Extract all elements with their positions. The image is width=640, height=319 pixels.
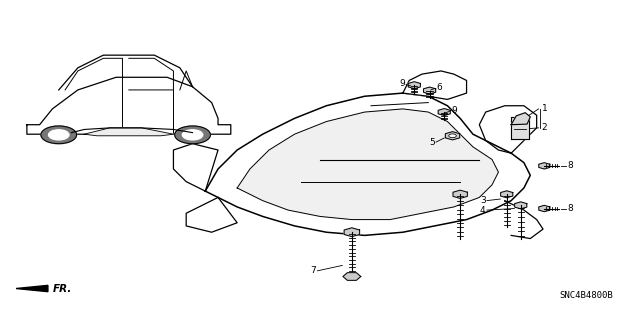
- Polygon shape: [424, 87, 436, 94]
- Polygon shape: [438, 108, 451, 115]
- Text: 6: 6: [436, 83, 442, 92]
- Circle shape: [175, 126, 211, 144]
- Polygon shape: [84, 128, 173, 136]
- Polygon shape: [453, 190, 467, 198]
- Polygon shape: [27, 77, 231, 134]
- Text: 8: 8: [567, 161, 573, 170]
- Text: FR.: FR.: [52, 284, 72, 293]
- Polygon shape: [16, 286, 48, 292]
- Polygon shape: [445, 132, 460, 140]
- Text: 5: 5: [429, 137, 435, 147]
- Polygon shape: [186, 197, 237, 232]
- Polygon shape: [539, 163, 550, 169]
- Polygon shape: [539, 205, 550, 212]
- Polygon shape: [511, 113, 531, 125]
- Text: 4: 4: [480, 206, 486, 215]
- Text: SNC4B4800B: SNC4B4800B: [559, 291, 613, 300]
- Polygon shape: [59, 55, 193, 90]
- Polygon shape: [511, 117, 529, 139]
- Text: 1: 1: [541, 104, 547, 113]
- Polygon shape: [500, 191, 513, 198]
- Text: 9: 9: [451, 106, 457, 115]
- Text: 3: 3: [480, 196, 486, 205]
- Circle shape: [182, 130, 203, 140]
- Text: 7: 7: [310, 266, 316, 275]
- Circle shape: [49, 130, 69, 140]
- Polygon shape: [344, 228, 360, 237]
- Circle shape: [449, 134, 456, 138]
- Polygon shape: [479, 106, 537, 153]
- Polygon shape: [343, 273, 361, 280]
- Text: 9: 9: [399, 79, 404, 88]
- Text: 2: 2: [541, 123, 547, 132]
- Polygon shape: [173, 144, 218, 191]
- Polygon shape: [237, 109, 499, 219]
- Polygon shape: [403, 71, 467, 100]
- Circle shape: [41, 126, 77, 144]
- Polygon shape: [205, 93, 531, 235]
- Polygon shape: [408, 82, 420, 89]
- Polygon shape: [515, 202, 527, 209]
- Text: 8: 8: [567, 204, 573, 213]
